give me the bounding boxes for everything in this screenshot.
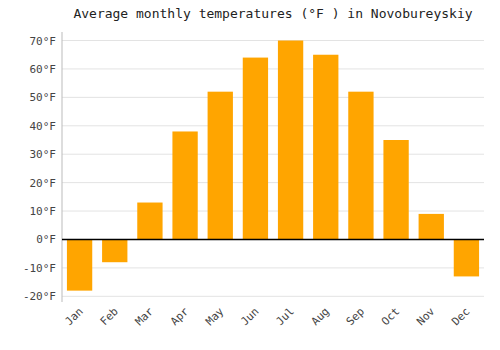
- y-tick-label: 70°F: [30, 35, 57, 48]
- bar: [419, 214, 444, 240]
- x-tick-label: Jun: [238, 305, 261, 328]
- chart-svg: Average monthly temperatures (°F ) in No…: [0, 0, 500, 350]
- x-tick-label: Apr: [168, 305, 192, 329]
- x-tick-label: Jan: [62, 305, 85, 328]
- x-tick-label: Feb: [98, 305, 121, 328]
- title: Average monthly temperatures (°F ) in No…: [73, 6, 472, 21]
- bars: [62, 41, 484, 291]
- bar: [313, 55, 338, 240]
- bar: [243, 58, 268, 240]
- x-tick-label: Aug: [309, 305, 332, 328]
- bar: [208, 92, 233, 240]
- bar: [67, 239, 92, 290]
- y-tick-label: 30°F: [30, 148, 57, 161]
- grid-line: [62, 68, 484, 69]
- y-tick-label: 40°F: [30, 120, 57, 133]
- x-axis: Jan Feb Mar Apr May Jun Jul Aug Sep Oct Nov Dec: [62, 305, 472, 329]
- grid-line: [62, 154, 484, 155]
- x-tick-label: Nov: [414, 305, 438, 329]
- bar: [348, 92, 373, 240]
- y-tick-label: -20°F: [23, 290, 56, 303]
- x-tick-label: May: [203, 305, 227, 329]
- y-tick-label: 20°F: [30, 177, 57, 190]
- y-tick-label: 0°F: [36, 233, 56, 246]
- y-tick-label: -10°F: [23, 262, 56, 275]
- grid-line: [62, 125, 484, 126]
- zero-line: [62, 239, 484, 241]
- x-tick-label: Mar: [133, 305, 157, 329]
- x-tick-label: Sep: [344, 305, 367, 328]
- bar: [172, 131, 197, 239]
- grid-line: [62, 267, 484, 268]
- grid-line: [62, 211, 484, 212]
- bar: [278, 41, 303, 240]
- grid-line: [62, 239, 484, 240]
- y-tick-label: 60°F: [30, 63, 57, 76]
- y-tick-label: 10°F: [30, 205, 57, 218]
- bar: [454, 239, 479, 276]
- y-axis: -20°F -10°F 0°F 10°F 20°F 30°F 40°F 50°F 60°F 70°…: [23, 32, 62, 303]
- grid-line: [62, 97, 484, 98]
- y-tick-label: 50°F: [30, 91, 57, 104]
- grid: [62, 41, 484, 297]
- y-axis-line: [62, 32, 63, 302]
- chart-container: Average monthly temperatures (°F ) in No…: [0, 0, 500, 350]
- x-tick-label: Dec: [449, 305, 472, 328]
- bar: [102, 239, 127, 262]
- bar: [383, 140, 408, 239]
- grid-line: [62, 182, 484, 183]
- x-tick-label: Oct: [379, 305, 402, 328]
- grid-line: [62, 40, 484, 41]
- grid-line: [62, 296, 484, 297]
- x-tick-label: Jul: [273, 305, 296, 328]
- bar: [137, 203, 162, 240]
